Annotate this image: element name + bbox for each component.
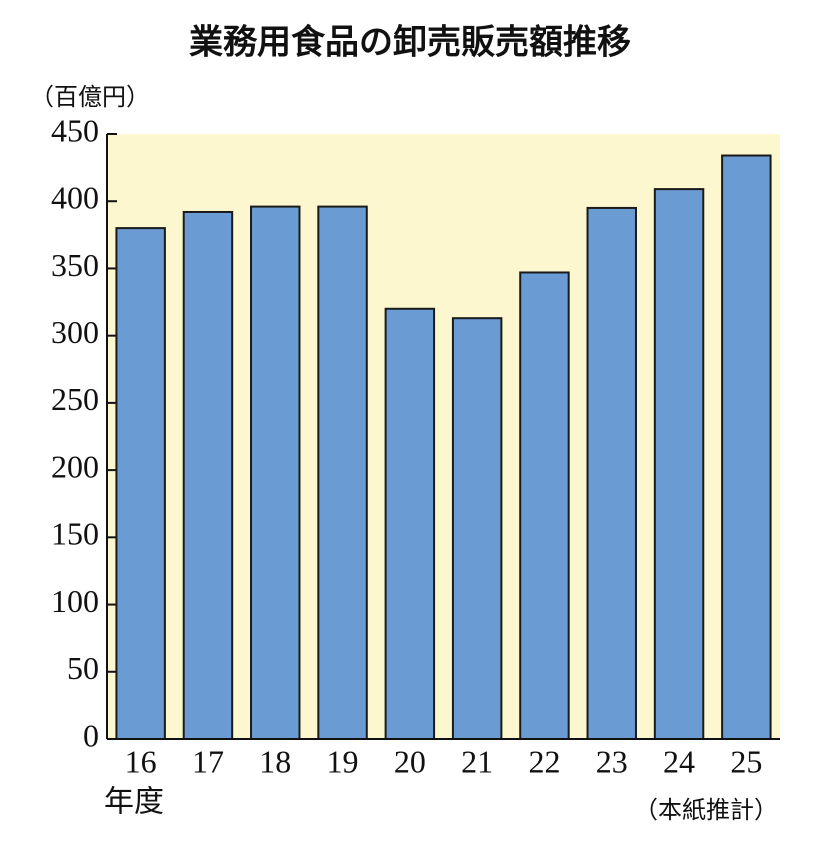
x-tick-label: 23	[596, 743, 628, 779]
bar	[384, 307, 436, 740]
bar	[721, 154, 772, 740]
x-tick-label: 16	[125, 743, 157, 779]
y-tick-label: 0	[83, 717, 99, 753]
x-tick-label: 18	[259, 743, 291, 779]
x-tick-label: 24	[663, 743, 695, 779]
chart-title: 業務用食品の卸売販売額推移	[189, 23, 631, 63]
y-tick-label: 300	[51, 314, 99, 350]
note: （本紙推計）	[634, 796, 778, 824]
bar	[519, 271, 570, 740]
x-axis-label: 年度	[104, 785, 164, 820]
x-tick-label: 20	[394, 743, 426, 779]
bar	[250, 205, 301, 741]
bar	[115, 227, 166, 740]
y-axis-label: （百億円）	[30, 83, 150, 111]
bar	[653, 188, 705, 741]
y-tick-label: 250	[51, 381, 99, 417]
y-tick-label: 400	[51, 180, 99, 216]
y-tick-label: 450	[51, 112, 99, 148]
x-tick-label: 25	[730, 743, 762, 779]
x-tick-label: 21	[461, 743, 493, 779]
x-tick-label: 22	[528, 743, 560, 779]
bar	[317, 205, 368, 741]
bar	[182, 210, 234, 740]
x-tick-label: 19	[327, 743, 359, 779]
bar	[451, 317, 503, 740]
x-tick-label: 17	[192, 743, 224, 779]
y-tick-label: 100	[51, 583, 99, 619]
y-tick-label: 50	[67, 650, 99, 686]
y-tick-label: 150	[51, 516, 99, 552]
y-tick-label: 350	[51, 247, 99, 283]
y-tick-label: 200	[51, 448, 99, 484]
bar	[586, 206, 637, 740]
